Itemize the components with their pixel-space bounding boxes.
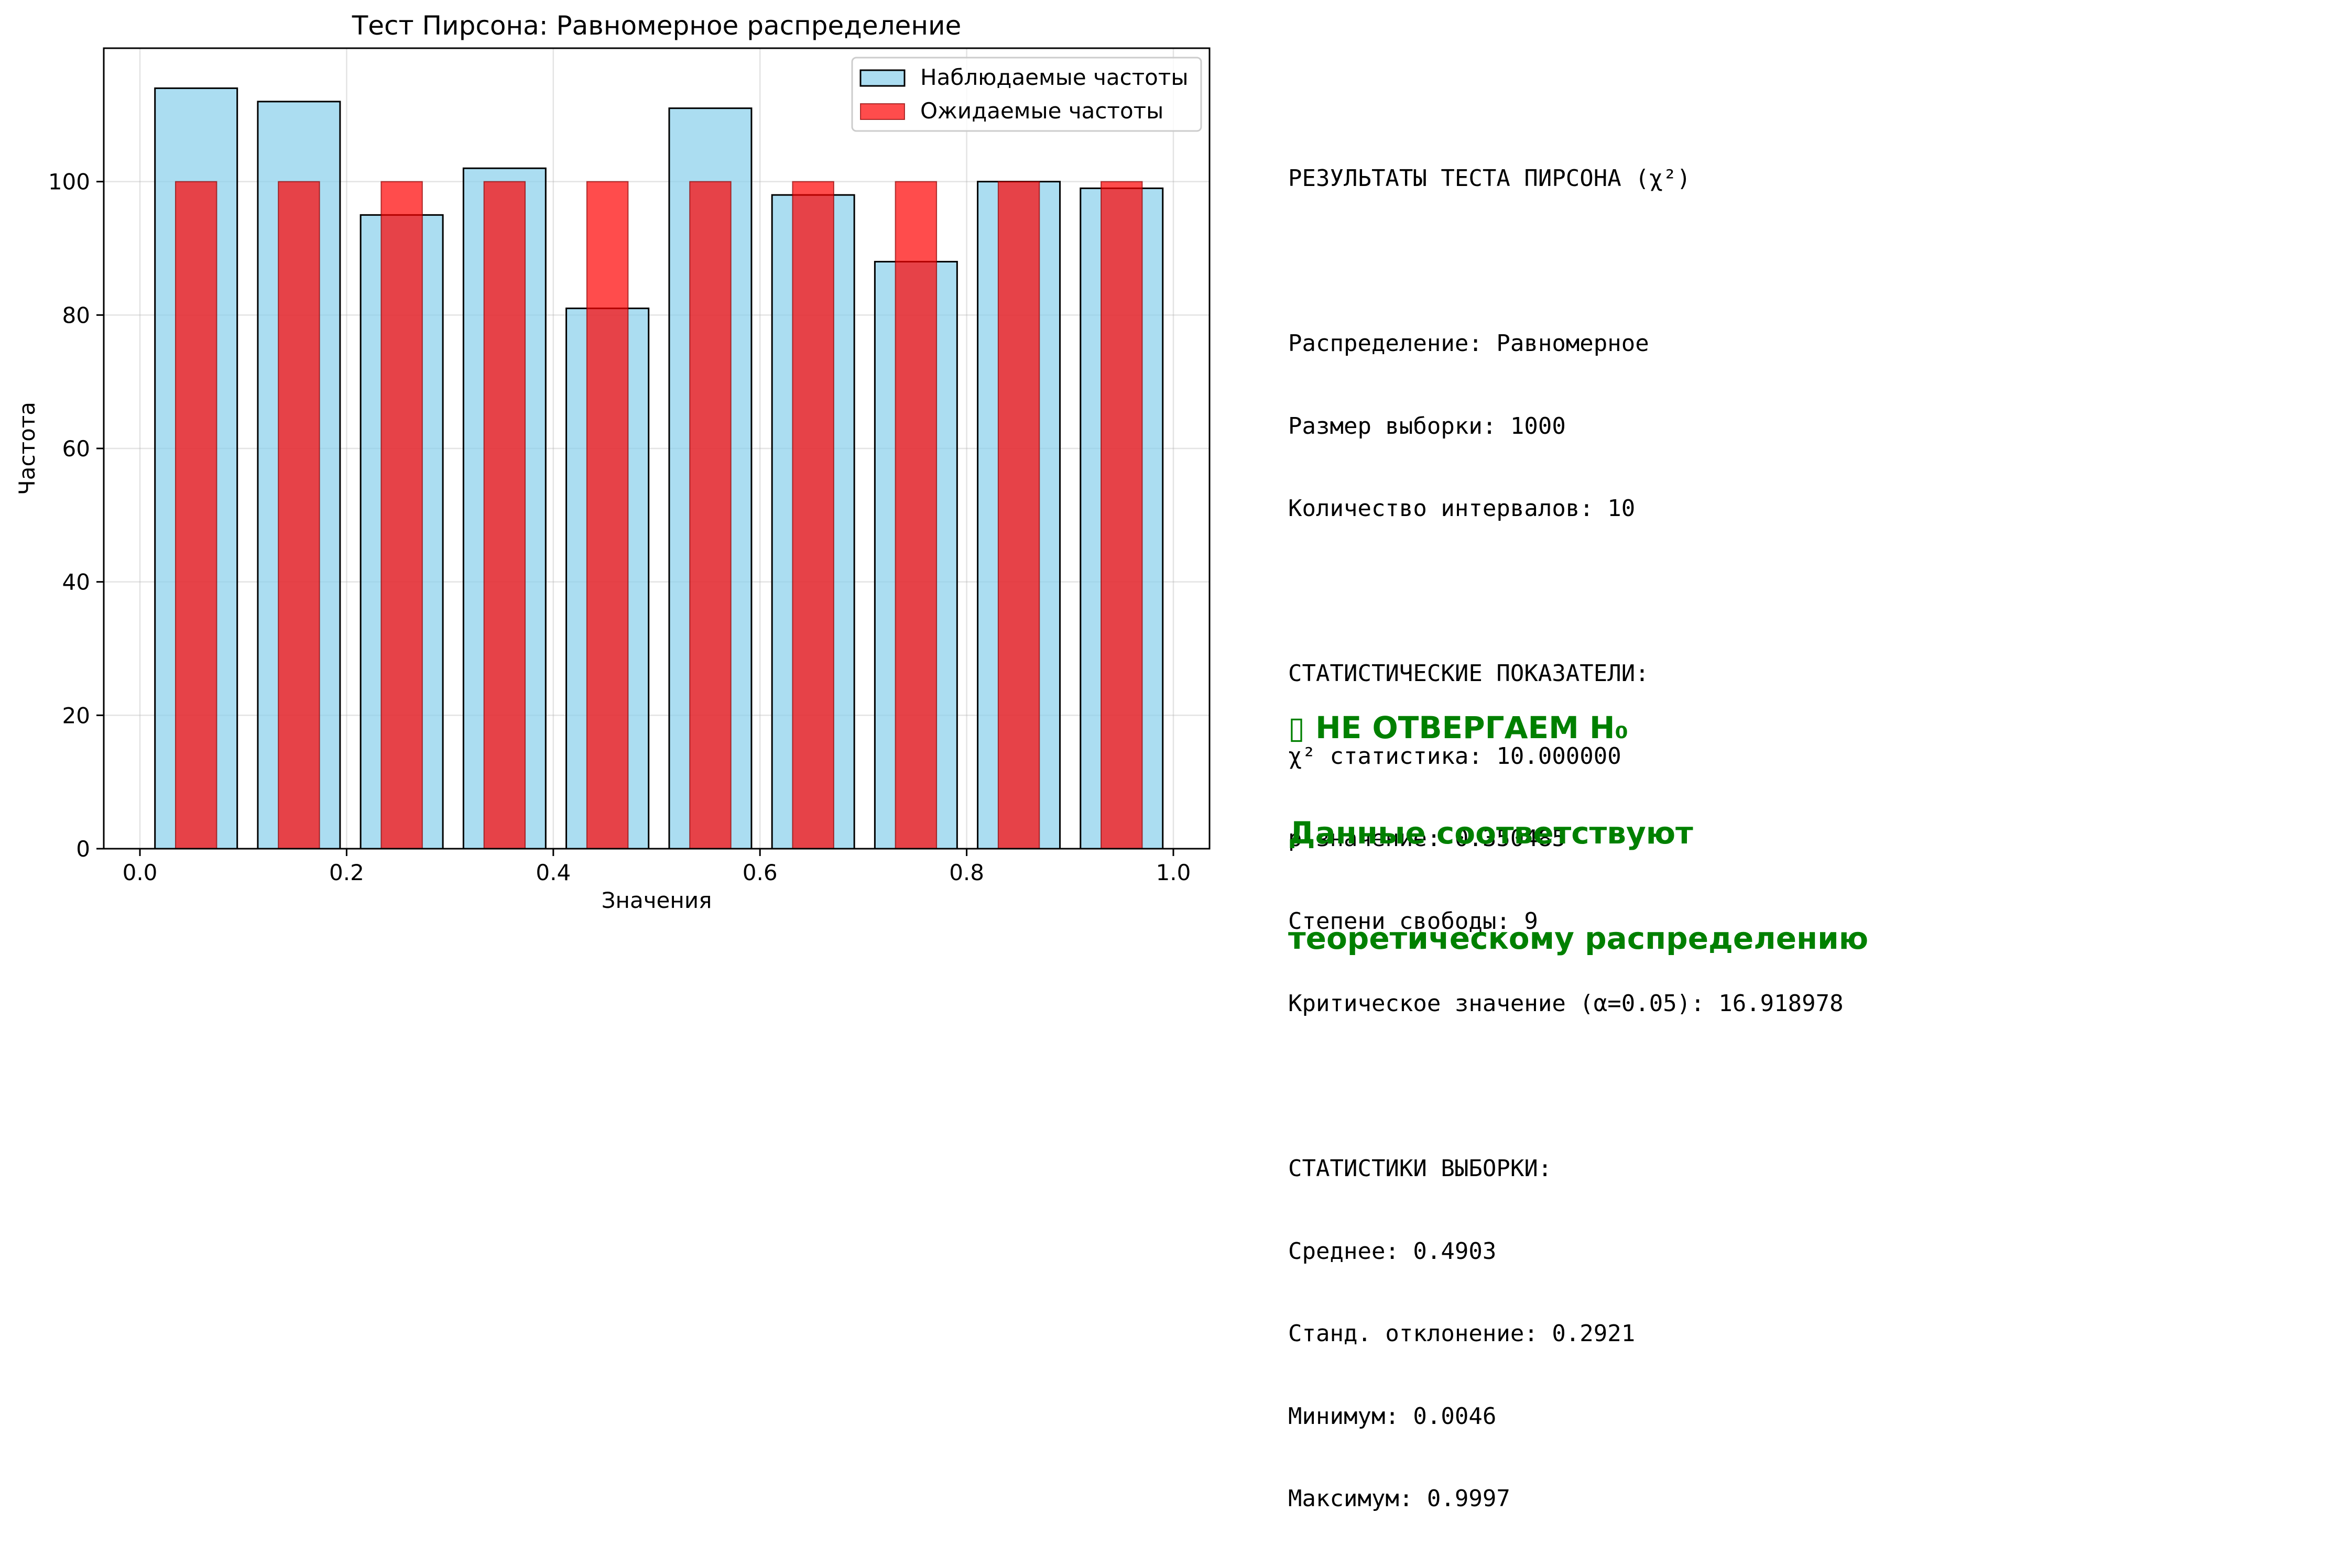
expected-bar bbox=[278, 181, 320, 850]
expected-bar bbox=[1101, 181, 1143, 850]
legend-swatch-expected bbox=[860, 103, 905, 120]
expected-bar bbox=[586, 181, 629, 850]
expected-bar bbox=[689, 181, 732, 850]
y-tick-label: 80 bbox=[62, 302, 90, 328]
sample-size-line: Размер выборки: 1000 bbox=[1288, 412, 1566, 440]
expected-bars bbox=[175, 181, 1143, 850]
x-tick-label: 0.6 bbox=[743, 860, 778, 885]
figure: 0.0 0.2 0.4 0.6 0.8 1.0 0 20 40 60 80 100 Тест Пирс… bbox=[14, 10, 1868, 1512]
verdict-decision: НЕ ОТВЕРГАЕМ H₀ bbox=[1315, 710, 1629, 745]
max-line: Максимум: 0.9997 bbox=[1288, 1485, 1510, 1512]
results-spacer bbox=[1288, 248, 1844, 276]
expected-bar bbox=[483, 181, 526, 850]
verdict-panel: ▯ НЕ ОТВЕРГАЕМ H₀ Данные соответствуют т… bbox=[1288, 640, 1868, 1026]
expected-bar bbox=[175, 181, 217, 850]
chart-title: Тест Пирсона: Равномерное распределение bbox=[352, 10, 962, 41]
y-tick-label: 60 bbox=[62, 436, 90, 462]
std-line: Станд. отклонение: 0.2921 bbox=[1288, 1320, 1636, 1347]
x-tick-label: 1.0 bbox=[1156, 860, 1191, 885]
legend-label-expected: Ожидаемые частоты bbox=[920, 98, 1163, 124]
intervals-line: Количество интервалов: 10 bbox=[1288, 495, 1636, 522]
y-tick-label: 40 bbox=[62, 569, 90, 595]
x-tick-label: 0.4 bbox=[536, 860, 571, 885]
y-tick-label: 0 bbox=[76, 836, 90, 862]
stats-heading: СТАТИСТИЧЕСКИЕ ПОКАЗАТЕЛИ: bbox=[1288, 660, 1649, 687]
y-axis-label: Частота bbox=[14, 402, 40, 495]
missing-glyph-icon: ▯ bbox=[1288, 710, 1305, 745]
verdict-line-1: ▯ НЕ ОТВЕРГАЕМ H₀ bbox=[1288, 710, 1868, 745]
legend-label-observed: Наблюдаемые частоты bbox=[920, 64, 1189, 90]
p-value-line: p-значение: 0.350485 bbox=[1288, 825, 1566, 852]
legend: Наблюдаемые частоты Ожидаемые частоты bbox=[851, 57, 1202, 132]
x-tick-label: 0.2 bbox=[329, 860, 364, 885]
chi2-line: χ² статистика: 10.000000 bbox=[1288, 742, 1621, 770]
expected-bar bbox=[380, 181, 423, 850]
results-spacer bbox=[1288, 578, 1844, 606]
x-axis-label: Значения bbox=[602, 887, 712, 913]
results-heading: РЕЗУЛЬТАТЫ ТЕСТА ПИРСОНА (χ²) bbox=[1288, 165, 1691, 192]
pearson-chart: 0.0 0.2 0.4 0.6 0.8 1.0 0 20 40 60 80 100 Тест Пирс… bbox=[14, 10, 1211, 913]
verdict-line-2: Данные соответствуют bbox=[1288, 815, 1693, 851]
distribution-line: Распределение: Равномерное bbox=[1288, 330, 1649, 357]
x-tick-label: 0.8 bbox=[949, 860, 984, 885]
mean-line: Среднее: 0.4903 bbox=[1288, 1237, 1497, 1265]
expected-bar bbox=[895, 181, 938, 850]
results-spacer bbox=[1288, 1073, 1844, 1101]
y-tick-label: 20 bbox=[62, 703, 90, 728]
expected-bar bbox=[997, 181, 1040, 850]
x-tick-label: 0.0 bbox=[123, 860, 158, 885]
sample-stats-heading: СТАТИСТИКИ ВЫБОРКИ: bbox=[1288, 1155, 1552, 1182]
y-tick-label: 100 bbox=[48, 169, 90, 195]
expected-bar bbox=[792, 181, 834, 850]
legend-swatch-observed bbox=[859, 69, 906, 87]
min-line: Минимум: 0.0046 bbox=[1288, 1402, 1497, 1430]
verdict-line-3: теоретическому распределению bbox=[1288, 920, 1869, 956]
legend-box bbox=[851, 57, 1202, 132]
axis-ticks: 0.0 0.2 0.4 0.6 0.8 1.0 0 20 40 60 80 100 bbox=[48, 169, 1191, 885]
